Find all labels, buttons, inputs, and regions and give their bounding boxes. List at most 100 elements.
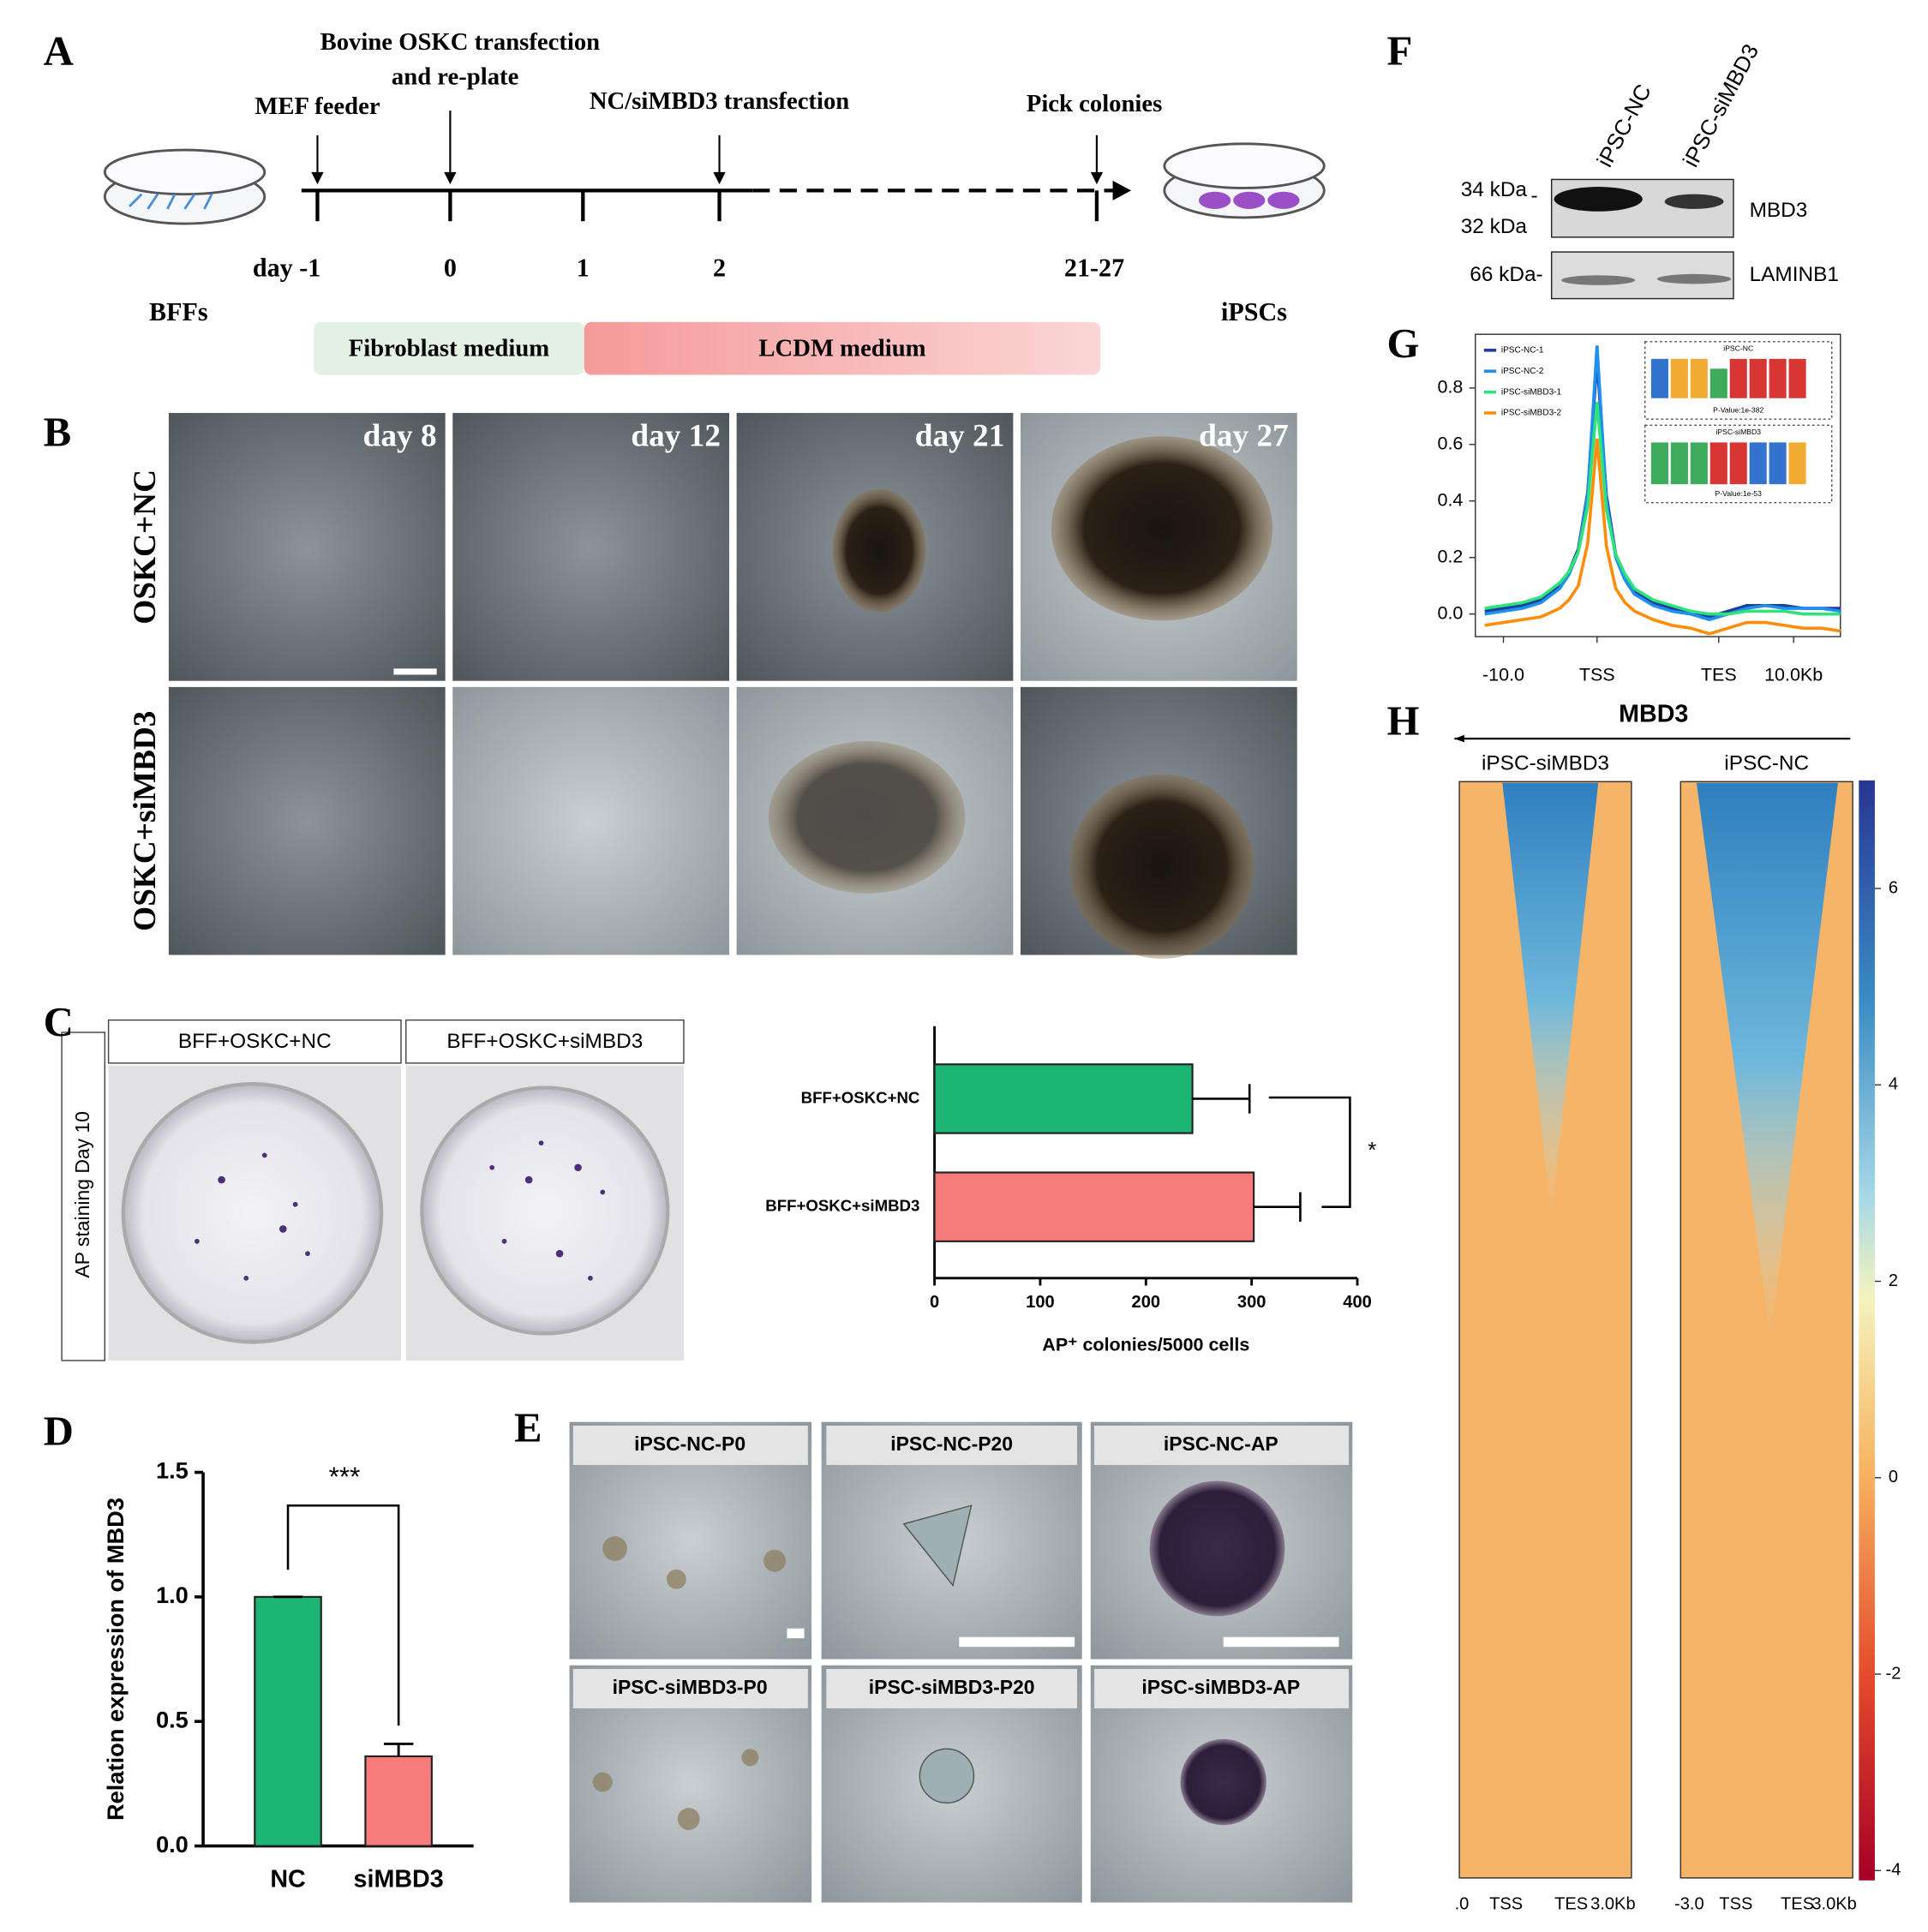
start-label: BFFs — [149, 297, 208, 326]
side-label: AP staining Day 10 — [71, 1111, 93, 1278]
colorbar-tick-label: 0 — [1889, 1468, 1898, 1486]
day-label: day 27 — [1199, 419, 1289, 454]
significance: * — [1368, 1139, 1376, 1163]
image-label: BFF+OSKC+NC — [178, 1030, 332, 1053]
protein-label: LAMINB1 — [1750, 263, 1839, 286]
plot-frame — [1475, 333, 1841, 637]
x-tick-label: NC — [270, 1865, 305, 1893]
colorbar-tick-label: -4 — [1886, 1861, 1901, 1880]
heatmap-label: iPSC-NC — [1724, 752, 1809, 775]
motif-boxes — [1644, 341, 1833, 504]
day-label: 0 — [444, 253, 457, 282]
day-label: 2 — [713, 253, 726, 282]
row-label: OSKC+NC — [128, 470, 163, 625]
image-label: iPSC-NC-P20 — [890, 1433, 1013, 1455]
significance: *** — [329, 1461, 361, 1492]
y-tick-label: 1.5 — [156, 1457, 189, 1484]
y-tick-label: 0.8 — [1438, 377, 1464, 398]
y-tick-label: 0.0 — [1438, 602, 1464, 623]
panel-letter: C — [44, 999, 74, 1045]
marker-label: 66 kDa- — [1470, 263, 1542, 286]
heatmaps — [1454, 734, 1875, 1881]
sig-bracket — [1268, 1096, 1351, 1208]
category-label: BFF+OSKC+NC — [801, 1088, 920, 1106]
day-label: day 21 — [915, 419, 1005, 454]
heatmap-title: MBD3 — [1619, 700, 1688, 727]
lane-label: iPSC-siMBD3 — [1679, 40, 1763, 170]
x-axis-label: AP⁺ colonies/5000 cells — [1042, 1334, 1249, 1355]
x-tick-label: TES — [1701, 665, 1737, 685]
step-label: and re-plate — [392, 63, 518, 90]
x-tick-label: 0 — [930, 1293, 939, 1312]
day-label: 21-27 — [1064, 253, 1124, 282]
x-tick-label: siMBD3 — [354, 1865, 444, 1893]
day-label: 1 — [577, 253, 590, 282]
panel-letter: A — [44, 28, 74, 75]
motif-title: iPSC-NC — [1723, 344, 1753, 353]
x-tick-label: TSS — [1579, 665, 1615, 685]
panel-c-photos — [61, 1019, 685, 1361]
y-tick-label: 0.2 — [1438, 546, 1464, 566]
colorbar-tick-label: 6 — [1889, 878, 1898, 897]
image-label: iPSC-NC-P0 — [634, 1433, 745, 1455]
panel-letter: B — [44, 409, 72, 455]
x-tick-label: 3.0Kb — [1811, 1895, 1856, 1914]
image-label: BFF+OSKC+siMBD3 — [446, 1030, 643, 1053]
y-tick-label: 0.0 — [156, 1831, 189, 1857]
day-label: day 8 — [363, 419, 437, 454]
step-label: NC/siMBD3 transfection — [590, 87, 849, 115]
x-tick-label: -3.0 — [1674, 1895, 1704, 1914]
marker-label: 32 kDa — [1461, 215, 1528, 238]
y-tick-label: 0.6 — [1438, 433, 1464, 453]
day-label: day -1 — [253, 253, 320, 282]
bar — [933, 1171, 1255, 1242]
legend-label: iPSC-NC-1 — [1501, 345, 1544, 355]
marker-label: 34 kDa — [1461, 178, 1528, 201]
colorbar-tick-label: -2 — [1886, 1664, 1901, 1683]
x-tick-label: 400 — [1343, 1293, 1371, 1312]
x-tick-label: -10.0 — [1482, 665, 1524, 685]
medium-label: LCDM medium — [758, 334, 925, 362]
step-label: MEF feeder — [254, 93, 380, 120]
panel-letter: D — [44, 1409, 74, 1455]
panel-b-photos — [168, 412, 1297, 959]
series-line — [1484, 345, 1841, 622]
error-bar — [1254, 1192, 1302, 1222]
motif-pvalue: P-Value:1e-382 — [1713, 405, 1763, 414]
category-label: BFF+OSKC+siMBD3 — [765, 1197, 919, 1215]
colorbar-tick-label: 2 — [1889, 1271, 1898, 1290]
step-label: Bovine OSKC transfection — [320, 28, 601, 56]
image-label: iPSC-siMBD3-P0 — [613, 1676, 768, 1698]
x-tick-label: 3.0Kb — [1590, 1895, 1635, 1914]
content: A B C D E F G H MEF feeder Bovine OSKC transfecti… — [44, 28, 1901, 1914]
x-tick-label: TES — [1554, 1895, 1588, 1914]
legend-label: iPSC-siMBD3-2 — [1501, 409, 1562, 418]
lane-label: iPSC-NC — [1593, 81, 1656, 171]
panel-letter: H — [1386, 698, 1419, 745]
y-axis-label: Relation expression of MBD3 — [102, 1498, 129, 1821]
panel-letter: G — [1386, 320, 1419, 367]
image-label: iPSC-siMBD3-P20 — [869, 1676, 1035, 1698]
panel-letter: E — [514, 1404, 542, 1450]
x-tick-label: TSS — [1489, 1895, 1523, 1914]
heatmap-label: iPSC-siMBD3 — [1482, 752, 1609, 775]
x-tick-label: TES — [1781, 1895, 1814, 1914]
legend-label: iPSC-siMBD3-1 — [1501, 387, 1562, 397]
bar — [254, 1595, 322, 1847]
panel-e-photos — [569, 1421, 1353, 1903]
lcdm-bar — [584, 321, 1101, 375]
image-label: iPSC-NC-AP — [1164, 1433, 1278, 1455]
legend-label: iPSC-NC-2 — [1501, 367, 1544, 376]
image-label: iPSC-siMBD3-AP — [1141, 1676, 1300, 1698]
y-tick-label: 0.4 — [1438, 489, 1464, 510]
x-tick-label: TSS — [1719, 1895, 1752, 1914]
x-tick-label: 10.0Kb — [1764, 665, 1823, 685]
sig-bracket — [286, 1504, 400, 1726]
medium-label: Fibroblast medium — [349, 334, 550, 362]
x-tick-label: .0 — [1455, 1895, 1470, 1914]
x-tick-label: 100 — [1026, 1293, 1055, 1312]
colorbar-tick-label: 4 — [1889, 1075, 1898, 1094]
motif-pvalue: P-Value:1e-53 — [1715, 489, 1763, 498]
fibroblast-bar — [314, 321, 584, 375]
western-blot — [1550, 178, 1734, 300]
